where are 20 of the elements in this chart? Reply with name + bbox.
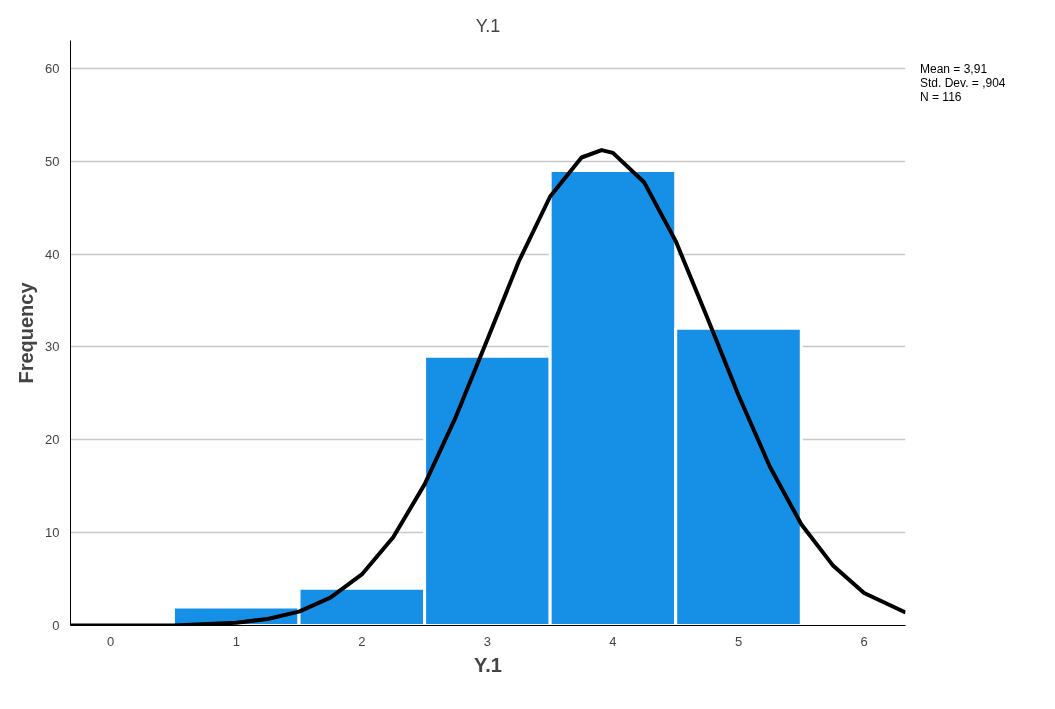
text: Mean = 3,91 <box>920 62 988 76</box>
y-tick-label: 10 <box>45 525 60 541</box>
x-tick-label: 4 <box>609 633 617 649</box>
chart-title: Y.1 <box>475 15 501 36</box>
y-axis-title: Frequency <box>15 281 38 384</box>
x-tick-label: 5 <box>734 633 743 649</box>
x-tick-label: 2 <box>358 633 366 649</box>
y-tick-label: 0 <box>52 618 60 633</box>
x-tick-label: 3 <box>483 633 491 649</box>
y-tick-label: 40 <box>45 246 60 262</box>
x-tick-label: 1 <box>232 633 240 649</box>
x-tick-label: 0 <box>107 633 115 649</box>
y-tick-label: 60 <box>45 60 60 76</box>
y-tick-label: 20 <box>45 432 60 448</box>
y-tick-label: 50 <box>45 153 60 169</box>
y-tick-label: 30 <box>45 339 60 355</box>
x-tick-label: 6 <box>860 633 868 649</box>
text: N = 116 <box>920 90 962 104</box>
text: Std. Dev. = ,904 <box>920 76 1006 90</box>
x-axis-title: Y.1 <box>474 653 502 676</box>
